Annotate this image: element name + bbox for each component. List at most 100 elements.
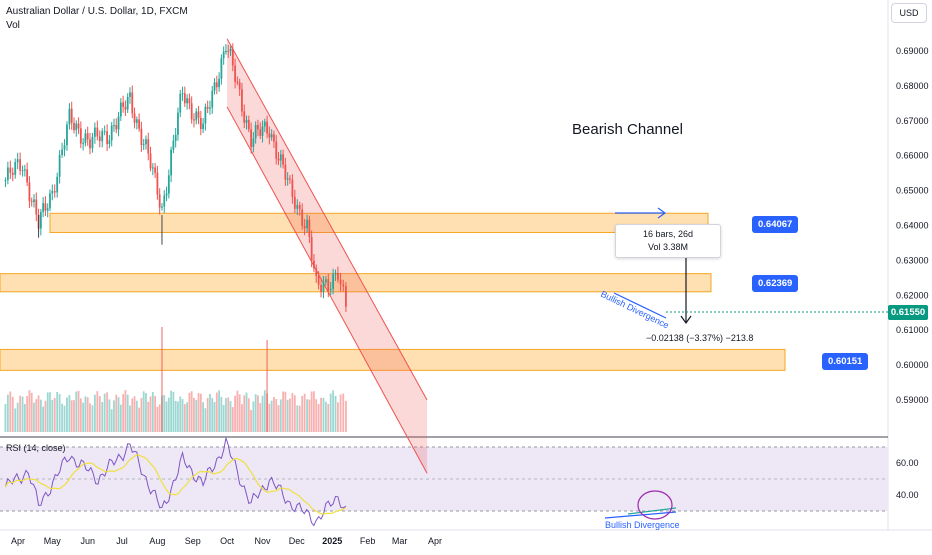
candle[interactable] <box>301 209 304 226</box>
candle[interactable] <box>181 93 184 95</box>
candle[interactable] <box>204 106 207 124</box>
candle[interactable] <box>227 50 230 52</box>
candle[interactable] <box>145 139 147 145</box>
candle[interactable] <box>206 106 209 109</box>
candle[interactable] <box>33 199 35 202</box>
candle[interactable] <box>19 159 22 171</box>
candle[interactable] <box>28 182 31 202</box>
candle[interactable] <box>61 149 63 155</box>
candle[interactable] <box>308 219 311 238</box>
candle[interactable] <box>252 138 255 147</box>
candle[interactable] <box>303 225 306 229</box>
candle[interactable] <box>231 49 234 66</box>
candle[interactable] <box>110 125 113 141</box>
candle[interactable] <box>56 176 59 193</box>
candle[interactable] <box>327 279 330 291</box>
candle[interactable] <box>193 119 195 121</box>
candle[interactable] <box>291 179 294 197</box>
candle[interactable] <box>170 149 173 176</box>
candle[interactable] <box>89 139 91 149</box>
candle[interactable] <box>243 111 246 123</box>
bullish-divergence-label[interactable]: Bullish Divergence <box>599 289 670 331</box>
volume-label[interactable]: Vol <box>6 20 20 31</box>
candle[interactable] <box>250 129 252 147</box>
candle[interactable] <box>82 142 85 144</box>
candle[interactable] <box>315 268 318 277</box>
candle[interactable] <box>234 65 236 82</box>
candle[interactable] <box>324 279 327 283</box>
candle[interactable] <box>53 191 56 193</box>
candle[interactable] <box>199 117 202 129</box>
candle[interactable] <box>79 128 82 144</box>
candle[interactable] <box>122 102 125 107</box>
candle[interactable] <box>183 93 186 104</box>
candle[interactable] <box>186 98 189 104</box>
support-zone[interactable] <box>0 273 712 293</box>
candle[interactable] <box>236 81 239 83</box>
candle[interactable] <box>106 131 109 144</box>
candle[interactable] <box>238 82 241 90</box>
candle[interactable] <box>257 124 259 130</box>
candle[interactable] <box>149 153 152 169</box>
candle[interactable] <box>49 193 51 209</box>
candle[interactable] <box>261 126 264 136</box>
candle[interactable] <box>222 51 225 59</box>
candle[interactable] <box>58 154 61 177</box>
candle[interactable] <box>289 178 291 180</box>
candle[interactable] <box>225 50 227 52</box>
candle[interactable] <box>35 199 38 215</box>
candle[interactable] <box>9 167 12 173</box>
candle[interactable] <box>115 125 118 130</box>
candle[interactable] <box>209 107 211 109</box>
candle[interactable] <box>202 123 205 129</box>
candle[interactable] <box>23 169 26 171</box>
candle[interactable] <box>42 203 45 213</box>
divergence-line-price[interactable] <box>613 292 667 319</box>
candle[interactable] <box>286 178 289 180</box>
candle[interactable] <box>51 191 54 194</box>
candle[interactable] <box>133 113 136 123</box>
candle[interactable] <box>21 170 24 172</box>
candle[interactable] <box>131 92 134 114</box>
candle[interactable] <box>124 106 127 110</box>
candle[interactable] <box>296 204 299 209</box>
candle[interactable] <box>44 203 47 211</box>
candle[interactable] <box>119 102 122 117</box>
divergence-line-rsi[interactable] <box>604 511 677 519</box>
candle[interactable] <box>161 206 163 208</box>
candle[interactable] <box>268 133 271 138</box>
candle[interactable] <box>218 78 220 88</box>
candle[interactable] <box>310 237 313 261</box>
currency-button[interactable]: USD <box>891 3 927 23</box>
candle[interactable] <box>86 133 89 140</box>
candle[interactable] <box>197 111 200 118</box>
candle[interactable] <box>126 96 129 110</box>
candle[interactable] <box>138 119 141 129</box>
candle[interactable] <box>93 127 96 137</box>
bullish-divergence-rsi-label[interactable]: Bullish Divergence <box>605 520 680 530</box>
candle[interactable] <box>259 129 262 136</box>
candle[interactable] <box>129 92 131 97</box>
candle[interactable] <box>77 123 80 129</box>
candle[interactable] <box>63 145 66 150</box>
candle[interactable] <box>329 288 332 291</box>
candle[interactable] <box>68 108 71 125</box>
candle[interactable] <box>275 141 278 159</box>
rsi-line[interactable] <box>4 437 347 527</box>
candle[interactable] <box>273 134 275 142</box>
divergence-trend-rsi[interactable] <box>627 507 677 515</box>
candle[interactable] <box>263 121 266 127</box>
candle[interactable] <box>158 194 161 208</box>
candle[interactable] <box>229 49 232 52</box>
rsi-highlight-circle[interactable] <box>637 490 673 520</box>
candle[interactable] <box>293 196 296 209</box>
candle[interactable] <box>211 90 214 108</box>
candle[interactable] <box>163 195 166 207</box>
candle[interactable] <box>84 133 87 143</box>
candle[interactable] <box>298 204 301 210</box>
candle[interactable] <box>177 112 179 135</box>
candle[interactable] <box>247 120 250 130</box>
channel-upper-line[interactable] <box>226 38 428 401</box>
